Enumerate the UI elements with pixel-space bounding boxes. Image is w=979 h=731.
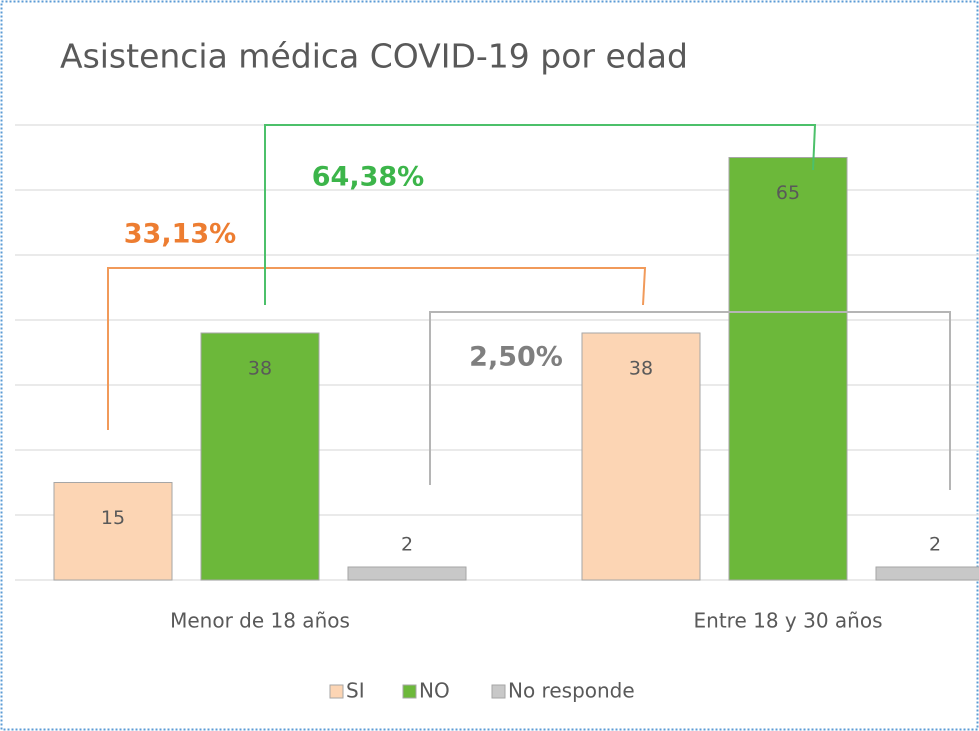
bracket bbox=[264, 124, 817, 305]
chart-title: Asistencia médica COVID-19 por edad bbox=[60, 37, 688, 76]
x-tick-label: Entre 18 y 30 años bbox=[694, 609, 883, 633]
bar bbox=[200, 332, 320, 581]
bar bbox=[53, 482, 173, 581]
data-label: 38 bbox=[248, 358, 272, 380]
bar bbox=[875, 566, 979, 581]
x-tick-label: Menor de 18 años bbox=[170, 609, 350, 633]
data-label: 65 bbox=[776, 182, 800, 204]
bar bbox=[347, 566, 467, 581]
data-label: 2 bbox=[929, 534, 941, 556]
bar bbox=[728, 157, 848, 581]
legend-label: NO bbox=[419, 679, 450, 703]
legend-label: SI bbox=[346, 679, 365, 703]
bracket bbox=[429, 311, 951, 490]
annotation: 2,50% bbox=[469, 342, 563, 373]
legend-label: No responde bbox=[508, 679, 635, 703]
data-label: 15 bbox=[101, 507, 125, 529]
data-label: 2 bbox=[401, 534, 413, 556]
data-label: 38 bbox=[629, 358, 653, 380]
annotation: 64,38% bbox=[312, 162, 424, 193]
legend-marker bbox=[402, 684, 417, 699]
legend-marker bbox=[491, 684, 506, 699]
annotation: 33,13% bbox=[124, 219, 236, 250]
bar bbox=[581, 332, 701, 581]
bracket bbox=[107, 267, 647, 430]
legend-marker bbox=[329, 684, 344, 699]
